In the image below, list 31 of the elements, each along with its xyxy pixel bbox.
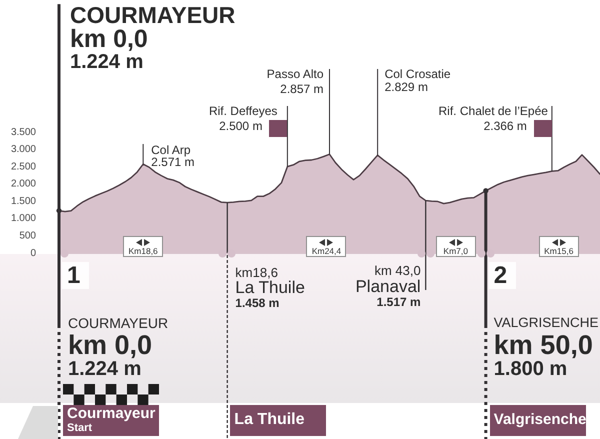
annotation: Km24,4 <box>312 246 342 256</box>
annotation: Km18,6 <box>128 246 158 256</box>
annotation: Km15,6 <box>544 246 574 256</box>
text: 2 <box>494 262 508 289</box>
distance-box: Km24,4 <box>306 236 346 257</box>
place-tab: La Thuile <box>230 405 326 436</box>
annotation: Col Crosatie 2.829 m <box>384 67 451 94</box>
y-tick-label: 1.500 <box>10 196 36 207</box>
annotation: Km7,0 <box>443 246 468 256</box>
y-tick-label: 1.000 <box>10 213 36 224</box>
annotation: Passo Alto 2.857 m <box>266 67 324 96</box>
text: COURMAYEUR km 0,0 1.224 m <box>68 315 168 380</box>
annotation: Rif. Deffeyes 2.500 m <box>208 104 278 133</box>
y-tick-label: 3.500 <box>10 126 36 138</box>
y-tick-label: 2.500 <box>10 161 36 172</box>
distance-box: Km15,6 <box>538 236 579 257</box>
y-tick-label: 500 <box>19 230 36 242</box>
y-tick-label: 3.000 <box>10 144 36 156</box>
y-tick-label: 0 <box>30 248 36 259</box>
y-tick-label: 2.000 <box>10 178 36 190</box>
place-tab: Courmayeur Start <box>63 405 159 436</box>
text: km18,6 La Thuile 1.458 m <box>235 265 305 310</box>
annotation: COURMAYEUR km 0,0 1.224 m <box>70 2 236 73</box>
distance-box: Km18,6 <box>123 236 164 257</box>
place-tab: Valgrisenche <box>490 405 586 436</box>
text: km 43,0 Planaval 1.517 m <box>355 263 421 309</box>
distance-box: Km7,0 <box>436 236 476 257</box>
text: VALGRISENCHE km 50,0 1.800 m <box>494 315 599 380</box>
text: 1 <box>67 262 80 289</box>
annotation: Col Arp 2.571 m <box>151 143 194 169</box>
annotation: Rif. Chalet de l’Epée 2.366 m <box>438 104 548 133</box>
